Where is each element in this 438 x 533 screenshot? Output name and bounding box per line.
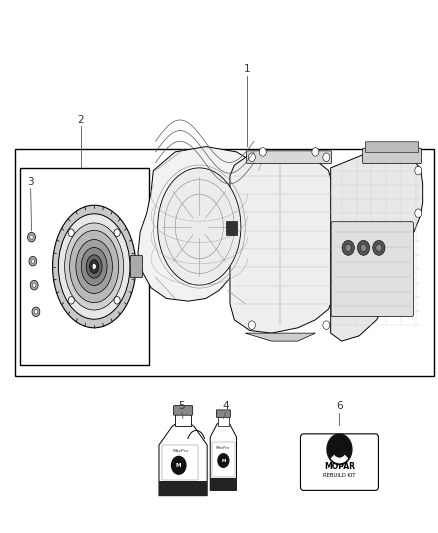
Circle shape: [248, 321, 255, 329]
FancyBboxPatch shape: [363, 148, 421, 164]
Circle shape: [323, 321, 330, 329]
Bar: [218, 416, 229, 426]
Circle shape: [415, 166, 422, 175]
Text: MaxPro: MaxPro: [173, 449, 189, 454]
Text: M: M: [221, 458, 226, 463]
Polygon shape: [331, 152, 423, 341]
Circle shape: [68, 296, 74, 304]
Ellipse shape: [65, 223, 124, 310]
Ellipse shape: [70, 230, 119, 303]
Circle shape: [217, 453, 230, 468]
Polygon shape: [245, 333, 315, 341]
FancyBboxPatch shape: [365, 142, 419, 152]
FancyBboxPatch shape: [216, 410, 230, 417]
Ellipse shape: [76, 239, 113, 294]
FancyBboxPatch shape: [173, 406, 193, 415]
Bar: [159, 481, 207, 496]
Circle shape: [376, 244, 382, 252]
Circle shape: [29, 256, 37, 266]
Text: 1: 1: [244, 64, 251, 74]
Bar: [20, 168, 149, 365]
Ellipse shape: [158, 168, 241, 285]
Circle shape: [360, 244, 367, 252]
Bar: [212, 442, 235, 477]
Bar: [226, 221, 237, 235]
Text: MOPAR: MOPAR: [324, 462, 355, 471]
Circle shape: [357, 240, 370, 255]
Ellipse shape: [53, 205, 136, 328]
Circle shape: [312, 148, 319, 156]
FancyBboxPatch shape: [331, 222, 413, 317]
FancyBboxPatch shape: [247, 151, 332, 164]
Circle shape: [345, 244, 351, 252]
Circle shape: [248, 153, 255, 161]
Text: 2: 2: [78, 115, 85, 125]
Polygon shape: [138, 147, 258, 301]
Circle shape: [68, 229, 74, 237]
Polygon shape: [230, 152, 333, 333]
Polygon shape: [210, 424, 237, 490]
Bar: [210, 478, 237, 490]
Circle shape: [415, 209, 422, 217]
Bar: [175, 413, 191, 426]
Bar: [15, 149, 434, 376]
Circle shape: [326, 433, 353, 465]
Circle shape: [114, 296, 120, 304]
Ellipse shape: [58, 214, 130, 319]
Text: 5: 5: [178, 401, 185, 411]
Ellipse shape: [81, 247, 107, 286]
Circle shape: [32, 307, 40, 317]
Circle shape: [30, 235, 33, 239]
Text: 4: 4: [222, 401, 229, 411]
Circle shape: [34, 310, 38, 314]
FancyBboxPatch shape: [131, 255, 143, 278]
Text: MaxPro: MaxPro: [216, 446, 230, 450]
Text: M: M: [176, 463, 181, 468]
Text: 6: 6: [336, 401, 343, 411]
Circle shape: [332, 441, 346, 458]
Circle shape: [30, 280, 38, 290]
Wedge shape: [331, 449, 348, 463]
Text: 3: 3: [27, 177, 34, 187]
Circle shape: [114, 229, 120, 237]
FancyBboxPatch shape: [300, 434, 378, 490]
Circle shape: [171, 456, 187, 475]
Bar: [162, 445, 198, 480]
Ellipse shape: [90, 260, 99, 273]
Circle shape: [32, 283, 36, 287]
Ellipse shape: [86, 255, 102, 278]
Circle shape: [342, 240, 354, 255]
Circle shape: [373, 240, 385, 255]
Circle shape: [31, 259, 35, 263]
Text: REBUILD KIT: REBUILD KIT: [323, 473, 356, 479]
Circle shape: [28, 232, 35, 242]
Ellipse shape: [92, 263, 96, 270]
Polygon shape: [159, 421, 207, 496]
Circle shape: [259, 148, 266, 156]
Circle shape: [323, 153, 330, 161]
